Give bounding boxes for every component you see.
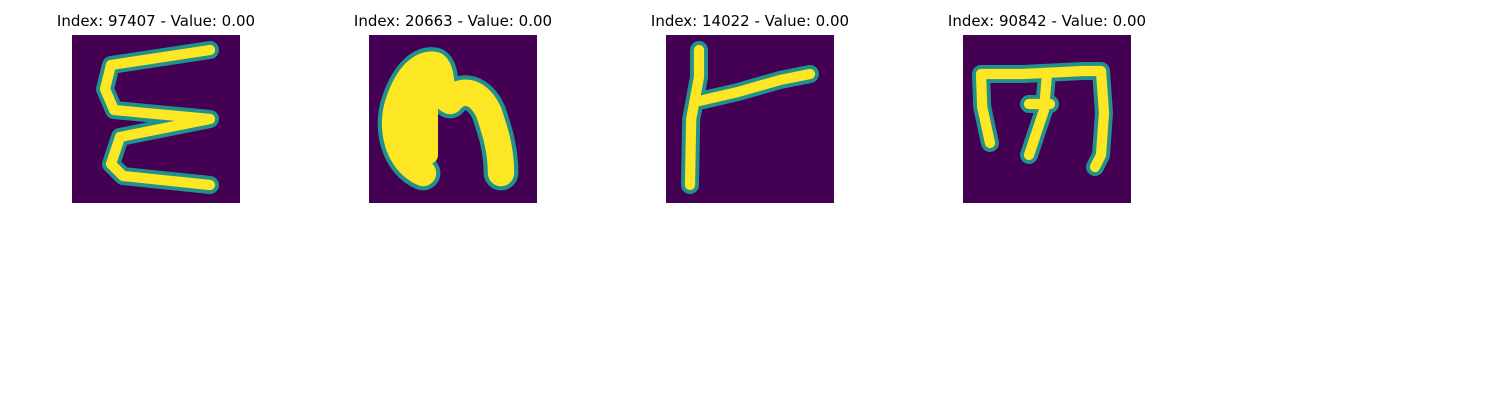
panel-title: Index: 97407 - Value: 0.00 — [56, 12, 256, 30]
glyph-image-zigzag — [72, 35, 240, 203]
glyph-image-r-shape — [666, 35, 834, 203]
panel-1: Index: 97407 - Value: 0.00 — [6, 0, 306, 210]
glyph-image-m-shape — [963, 35, 1131, 203]
panel-title: Index: 14022 - Value: 0.00 — [650, 12, 850, 30]
panel-title: Index: 90842 - Value: 0.00 — [947, 12, 1147, 30]
panel-2: Index: 20663 - Value: 0.00 — [303, 0, 603, 210]
panel-3: Index: 14022 - Value: 0.00 — [600, 0, 900, 210]
panel-title: Index: 20663 - Value: 0.00 — [353, 12, 553, 30]
glyph-image-arch — [369, 35, 537, 203]
panel-4: Index: 90842 - Value: 0.00 — [897, 0, 1197, 210]
